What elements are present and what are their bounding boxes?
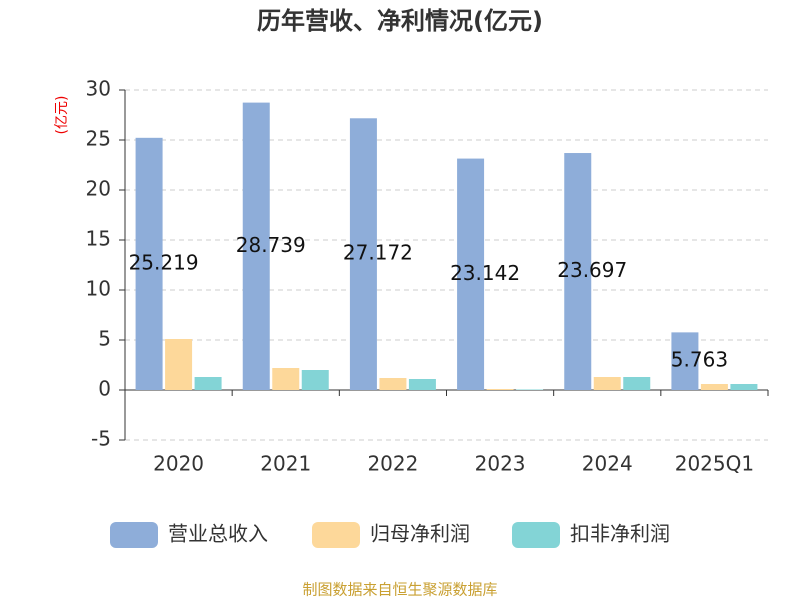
- bar: [564, 153, 592, 390]
- x-tick-label: 2022: [367, 452, 418, 476]
- legend-label: 扣非净利润: [570, 522, 670, 546]
- bar: [349, 118, 377, 390]
- y-tick-label: 25: [86, 127, 111, 151]
- data-label: 28.739: [236, 233, 306, 257]
- legend-swatch: [110, 522, 158, 548]
- y-tick-label: -5: [91, 427, 111, 451]
- y-axis-label: (亿元): [54, 96, 70, 135]
- y-tick-label: 15: [86, 227, 111, 251]
- bar: [730, 384, 758, 390]
- legend-label: 营业总收入: [168, 522, 268, 546]
- data-label: 27.172: [343, 241, 413, 265]
- bar: [700, 384, 728, 390]
- chart-title: 历年营收、净利情况(亿元): [257, 7, 543, 35]
- bar: [457, 158, 485, 390]
- legend-label: 归母净利润: [370, 522, 470, 546]
- data-label: 23.697: [557, 258, 627, 282]
- x-tick-label: 2025Q1: [675, 452, 754, 476]
- bar: [486, 389, 514, 390]
- bar: [379, 378, 407, 390]
- y-tick-label: 5: [98, 327, 111, 351]
- data-label: 23.142: [450, 261, 520, 285]
- source-note: 制图数据来自恒生聚源数据库: [302, 581, 497, 599]
- bar: [623, 377, 651, 390]
- x-tick-label: 2021: [260, 452, 311, 476]
- data-label: 5.763: [671, 348, 728, 372]
- bar: [593, 377, 621, 390]
- bar: [135, 137, 163, 390]
- legend-swatch: [312, 522, 360, 548]
- x-tick-label: 2023: [475, 452, 526, 476]
- bar: [242, 102, 270, 391]
- bar: [165, 339, 193, 390]
- bar: [516, 389, 544, 390]
- y-tick-label: 10: [86, 277, 111, 301]
- bar: [272, 368, 300, 390]
- x-tick-label: 2024: [582, 452, 633, 476]
- x-tick-label: 2020: [153, 452, 204, 476]
- bar: [194, 377, 222, 390]
- y-tick-label: 20: [86, 177, 111, 201]
- bar: [671, 332, 699, 390]
- bar: [408, 379, 436, 390]
- bar: [301, 370, 329, 390]
- data-label: 25.219: [129, 250, 199, 274]
- y-tick-label: 30: [86, 77, 111, 101]
- legend-swatch: [512, 522, 560, 548]
- y-tick-label: 0: [98, 377, 111, 401]
